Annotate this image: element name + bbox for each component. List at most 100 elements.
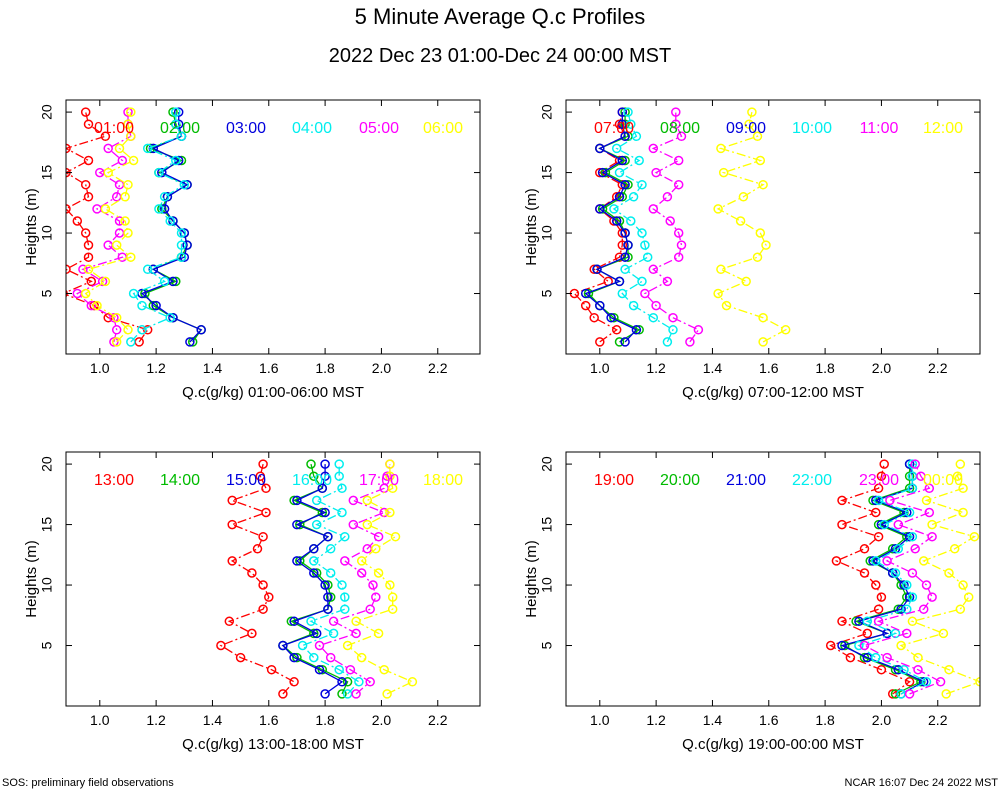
plot-frame (565, 451, 981, 707)
y-tick-label: 5 (39, 289, 55, 297)
data-point (716, 143, 726, 154)
data-point (334, 459, 344, 469)
data-point (103, 240, 113, 250)
data-point (309, 568, 319, 578)
data-point (921, 495, 932, 506)
data-point (879, 459, 889, 469)
data-point (337, 689, 347, 699)
data-point (752, 252, 763, 262)
x-tick-label: 1.8 (315, 712, 335, 728)
data-point (176, 252, 187, 262)
data-point (320, 507, 330, 518)
data-point (873, 495, 884, 506)
data-point (620, 179, 630, 190)
data-point (292, 556, 302, 566)
data-point (323, 531, 333, 542)
data-point (927, 531, 937, 542)
data-point (918, 604, 929, 614)
x-tick-label: 2.0 (372, 712, 392, 728)
data-point (651, 167, 661, 178)
data-point (620, 337, 630, 347)
x-tick-label: 1.2 (146, 712, 166, 728)
data-point (910, 544, 920, 554)
data-point (320, 580, 330, 590)
data-point (351, 616, 361, 627)
data-point (665, 216, 675, 226)
data-point (614, 276, 625, 287)
data-point (955, 604, 966, 614)
legend-label: 20:00 (660, 472, 700, 489)
data-point (620, 119, 630, 129)
data-point (896, 640, 906, 651)
x-tick-label: 1.2 (646, 712, 666, 728)
data-point (958, 580, 968, 590)
data-point (595, 143, 605, 154)
legend-label: 18:00 (423, 472, 463, 489)
y-tick-label: 5 (39, 641, 55, 649)
data-point (311, 628, 322, 639)
data-point (761, 240, 771, 250)
data-point (825, 640, 836, 651)
data-point (595, 337, 605, 347)
x-tick-label: 1.2 (646, 360, 666, 376)
data-point (373, 531, 384, 542)
y-axis-label: Heights (m) (523, 188, 540, 266)
data-point (831, 556, 842, 566)
data-point (902, 507, 912, 518)
data-point (617, 107, 628, 117)
data-point (100, 131, 111, 142)
data-point (676, 131, 687, 142)
data-point (721, 300, 732, 311)
data-point (123, 325, 133, 335)
data-point (738, 192, 749, 202)
data-point (387, 483, 398, 494)
data-point (907, 459, 918, 469)
data-point (626, 216, 636, 226)
data-point (334, 664, 344, 675)
data-point (887, 568, 898, 578)
data-point (154, 204, 164, 214)
data-point (642, 252, 653, 262)
data-point (648, 264, 659, 275)
data-point (916, 471, 926, 481)
y-tick-label: 15 (39, 517, 55, 533)
series-line-2300 (862, 463, 943, 695)
data-point (904, 483, 915, 494)
data-point (117, 155, 128, 166)
data-point (887, 544, 898, 554)
plot-frame (65, 99, 481, 355)
data-point (385, 507, 395, 518)
data-point (904, 677, 915, 687)
data-point (904, 592, 915, 602)
data-point (837, 640, 847, 651)
data-point (648, 143, 659, 154)
data-point (289, 652, 299, 663)
y-tick-label: 10 (39, 577, 55, 593)
data-point (72, 216, 83, 226)
data-point (176, 228, 187, 238)
data-point (693, 325, 704, 335)
data-point (614, 337, 625, 347)
x-axis-label: Q.c(g/kg) 13:00-18:00 MST (182, 736, 364, 753)
data-point (185, 337, 195, 347)
x-tick-label: 2.0 (872, 712, 892, 728)
data-point (614, 119, 625, 129)
data-point (899, 664, 909, 675)
data-point (365, 677, 375, 687)
data-point (873, 531, 884, 542)
data-point (356, 652, 367, 663)
plot-area (825, 459, 980, 699)
data-point (356, 556, 367, 566)
data-point (309, 556, 319, 566)
data-point (173, 107, 184, 117)
series-line-0400 (130, 112, 186, 343)
plot-area (569, 107, 791, 347)
data-point (292, 495, 302, 506)
data-point (323, 592, 333, 602)
data-point (83, 155, 94, 166)
data-point (879, 519, 889, 530)
data-point (348, 519, 359, 530)
y-tick-label: 10 (39, 225, 55, 241)
y-tick-label: 20 (539, 104, 555, 120)
